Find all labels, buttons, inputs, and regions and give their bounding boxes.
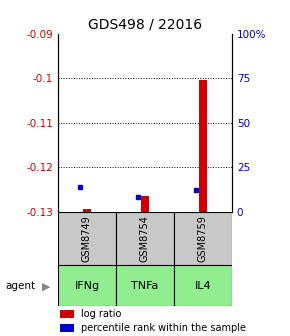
Bar bbox=[60, 310, 74, 318]
FancyBboxPatch shape bbox=[174, 212, 232, 265]
Text: IL4: IL4 bbox=[195, 281, 211, 291]
FancyBboxPatch shape bbox=[116, 265, 174, 306]
FancyBboxPatch shape bbox=[116, 212, 174, 265]
Text: percentile rank within the sample: percentile rank within the sample bbox=[81, 323, 246, 333]
Text: GSM8759: GSM8759 bbox=[198, 215, 208, 262]
Text: ▶: ▶ bbox=[42, 281, 50, 291]
FancyBboxPatch shape bbox=[174, 265, 232, 306]
Bar bbox=[83, 209, 91, 214]
Text: TNFa: TNFa bbox=[131, 281, 159, 291]
Text: IFNg: IFNg bbox=[75, 281, 99, 291]
FancyBboxPatch shape bbox=[58, 212, 116, 265]
Bar bbox=[141, 196, 149, 214]
FancyBboxPatch shape bbox=[58, 265, 116, 306]
Bar bbox=[60, 324, 74, 332]
Title: GDS498 / 22016: GDS498 / 22016 bbox=[88, 17, 202, 31]
Text: GSM8749: GSM8749 bbox=[82, 215, 92, 262]
Text: GSM8754: GSM8754 bbox=[140, 215, 150, 262]
Text: log ratio: log ratio bbox=[81, 309, 121, 319]
Bar bbox=[199, 80, 207, 214]
Text: agent: agent bbox=[6, 281, 36, 291]
